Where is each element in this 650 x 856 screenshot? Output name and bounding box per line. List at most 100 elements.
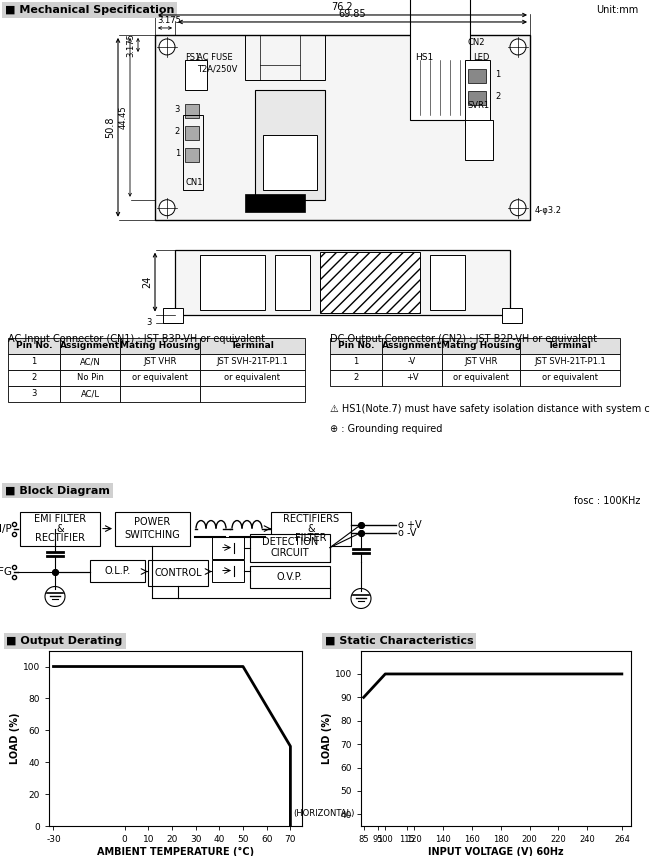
Text: 2: 2 xyxy=(175,128,180,136)
Bar xyxy=(183,115,203,190)
Text: AC Input Connector (CN1) : JST B3P-VH or equivalent: AC Input Connector (CN1) : JST B3P-VH or… xyxy=(8,334,265,343)
Text: or equivalent: or equivalent xyxy=(453,373,509,382)
Bar xyxy=(250,533,330,562)
Text: Pin No.: Pin No. xyxy=(338,341,374,350)
Bar xyxy=(120,354,200,370)
Text: 3: 3 xyxy=(31,389,36,398)
Text: Pin No.: Pin No. xyxy=(16,341,52,350)
Text: CN1: CN1 xyxy=(185,178,203,187)
Text: ⚠ HS1(Note.7) must have safety isolation distance with system case.: ⚠ HS1(Note.7) must have safety isolation… xyxy=(330,403,650,413)
Text: 3.175: 3.175 xyxy=(126,33,135,56)
Text: DETECTION: DETECTION xyxy=(262,537,318,547)
Text: 3: 3 xyxy=(175,105,180,115)
Text: 1: 1 xyxy=(175,149,180,158)
Text: SWITCHING: SWITCHING xyxy=(125,531,181,540)
Bar xyxy=(382,337,442,354)
Text: AC/N: AC/N xyxy=(79,357,100,366)
Bar xyxy=(185,148,199,162)
Bar xyxy=(185,104,199,118)
Text: ■ Static Characteristics: ■ Static Characteristics xyxy=(325,636,474,646)
Bar xyxy=(245,193,305,211)
Bar xyxy=(60,337,120,354)
Bar xyxy=(155,35,530,220)
Text: 1: 1 xyxy=(354,357,359,366)
Bar xyxy=(200,255,265,310)
Text: JST SVH-21T-P1.1: JST SVH-21T-P1.1 xyxy=(216,357,289,366)
Bar xyxy=(255,90,325,199)
Text: O.L.P.: O.L.P. xyxy=(105,566,131,575)
Bar xyxy=(330,337,382,354)
Text: &: & xyxy=(307,524,315,533)
Text: RECTIFIER: RECTIFIER xyxy=(35,533,85,544)
Bar xyxy=(8,354,60,370)
Text: or equivalent: or equivalent xyxy=(542,373,598,382)
Text: SVR1: SVR1 xyxy=(468,101,490,110)
Bar xyxy=(185,126,199,140)
Circle shape xyxy=(159,39,175,55)
X-axis label: INPUT VOLTAGE (V) 60Hz: INPUT VOLTAGE (V) 60Hz xyxy=(428,847,564,856)
Text: 24: 24 xyxy=(142,276,152,288)
Text: DC Output Connector (CN2) : JST B2P-VH or equivalent: DC Output Connector (CN2) : JST B2P-VH o… xyxy=(330,334,597,343)
Bar xyxy=(465,60,490,125)
Bar xyxy=(442,337,520,354)
Text: +V: +V xyxy=(406,373,419,382)
Text: 44.45: 44.45 xyxy=(119,105,128,129)
Text: Assignment: Assignment xyxy=(60,341,120,350)
Bar xyxy=(520,337,620,354)
Bar xyxy=(330,370,382,385)
Bar xyxy=(382,354,442,370)
Text: Terminal: Terminal xyxy=(231,341,274,350)
Bar xyxy=(468,69,486,83)
Text: EMI FILTER: EMI FILTER xyxy=(34,514,86,524)
Bar xyxy=(271,512,351,545)
Bar xyxy=(320,252,420,312)
Text: 3.175: 3.175 xyxy=(157,16,181,25)
Bar xyxy=(8,337,60,354)
Text: 76.2: 76.2 xyxy=(332,2,354,12)
Text: Mating Housing: Mating Housing xyxy=(120,341,200,350)
Bar xyxy=(60,354,120,370)
Text: AC/L: AC/L xyxy=(81,389,99,398)
Text: CONTROL: CONTROL xyxy=(154,568,202,578)
Text: ■ Mechanical Specification: ■ Mechanical Specification xyxy=(5,5,174,15)
Bar xyxy=(263,134,317,190)
Bar xyxy=(502,307,522,323)
Bar xyxy=(465,120,493,160)
Bar xyxy=(120,385,200,401)
Text: FG: FG xyxy=(0,567,12,577)
Bar xyxy=(430,255,465,310)
Text: o -V: o -V xyxy=(398,527,417,538)
Bar xyxy=(250,566,330,587)
Text: or equivalent: or equivalent xyxy=(224,373,281,382)
Circle shape xyxy=(159,199,175,216)
Text: HS1: HS1 xyxy=(415,53,434,62)
Text: Unit:mm: Unit:mm xyxy=(596,5,638,15)
Bar xyxy=(200,385,305,401)
Circle shape xyxy=(474,64,486,76)
Bar xyxy=(200,370,305,385)
Text: I/P: I/P xyxy=(0,524,12,533)
Bar xyxy=(468,91,486,105)
Text: 3: 3 xyxy=(147,318,152,327)
Text: 2: 2 xyxy=(354,373,359,382)
Bar xyxy=(410,0,470,120)
Text: 1: 1 xyxy=(495,70,500,80)
Text: (HORIZONTAL): (HORIZONTAL) xyxy=(292,809,354,818)
Bar xyxy=(200,354,305,370)
Text: Mating Housing: Mating Housing xyxy=(441,341,521,350)
Bar xyxy=(175,250,510,315)
Bar xyxy=(120,337,200,354)
Bar xyxy=(20,512,100,545)
Bar xyxy=(60,370,120,385)
Bar xyxy=(8,370,60,385)
Text: &: & xyxy=(56,524,64,533)
Circle shape xyxy=(510,39,526,55)
Bar xyxy=(212,537,244,558)
Text: FILTER: FILTER xyxy=(295,533,327,544)
Text: T2A/250V: T2A/250V xyxy=(197,65,237,74)
Bar xyxy=(520,354,620,370)
Text: 69.85: 69.85 xyxy=(339,9,367,19)
Bar xyxy=(520,370,620,385)
Bar xyxy=(245,35,325,80)
Y-axis label: LOAD (%): LOAD (%) xyxy=(322,712,332,764)
